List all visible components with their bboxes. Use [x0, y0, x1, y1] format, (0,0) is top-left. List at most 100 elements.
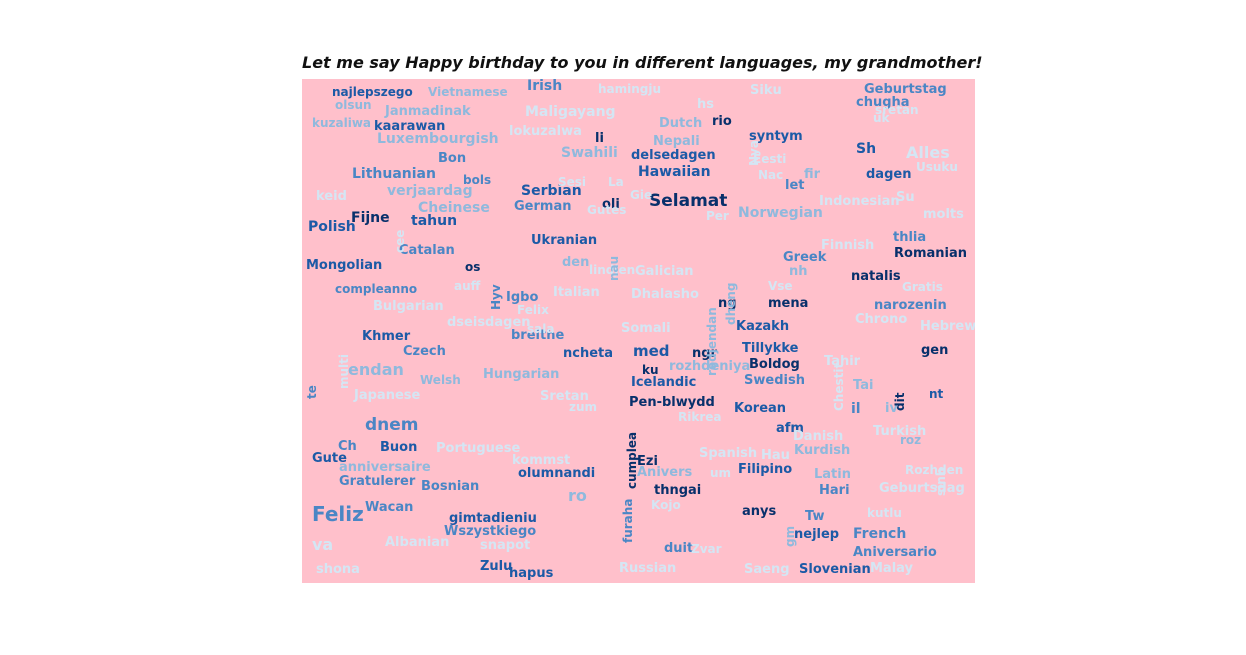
word-cloud-word: Janmadinak	[385, 104, 471, 119]
word-cloud-word: Sretan	[540, 389, 589, 404]
word-cloud-word: chugha	[856, 95, 910, 110]
word-cloud-word: zum	[569, 400, 598, 414]
word-cloud-word: Fijne	[351, 210, 390, 226]
word-cloud-word: najlepszego	[332, 85, 413, 99]
word-cloud-word: te	[305, 385, 319, 399]
word-cloud-word: thngai	[654, 483, 702, 498]
word-cloud-word: Bulgarian	[373, 299, 444, 314]
word-cloud-word: uk	[873, 111, 890, 125]
word-cloud-word: Serbian	[521, 183, 582, 199]
word-cloud-word: Igbo	[506, 290, 539, 305]
word-cloud-word: Irish	[527, 79, 563, 94]
word-cloud-word: Hau	[761, 448, 790, 463]
word-cloud-word: natalis	[851, 269, 901, 284]
word-cloud-word: nh	[789, 264, 808, 279]
word-cloud-word: Ukranian	[531, 233, 598, 248]
word-cloud-word: dheng	[724, 282, 738, 325]
word-cloud-word: Geburtstag	[864, 82, 947, 97]
word-cloud-word: hs	[697, 97, 714, 112]
word-cloud-word: Cheinese	[418, 200, 490, 216]
word-cloud-word: va	[312, 535, 334, 554]
word-cloud-word: iv	[885, 401, 898, 416]
word-cloud-word: delsedagen	[631, 148, 716, 163]
word-cloud-word: Malay	[870, 561, 914, 576]
word-cloud-word: roz	[900, 433, 922, 447]
word-cloud-word: um	[710, 466, 732, 480]
word-cloud-word: gen	[921, 343, 949, 358]
word-cloud-word: Chestit	[832, 362, 846, 411]
word-cloud-word: Hawaiian	[638, 164, 711, 180]
word-cloud-word: Sh	[856, 141, 877, 157]
word-cloud-word: Swahili	[561, 145, 618, 161]
word-cloud-word: Bon	[438, 151, 467, 166]
word-cloud-word: Tai	[853, 378, 874, 393]
word-cloud-word: Portuguese	[436, 441, 521, 456]
word-cloud-word: let	[785, 178, 805, 193]
word-cloud-word: il	[851, 401, 861, 417]
word-cloud-word: Alles	[906, 143, 950, 162]
word-cloud-word: Feliz	[312, 502, 364, 526]
word-cloud-word: German	[514, 199, 572, 214]
word-cloud-word: Pen-blwydd	[629, 395, 715, 410]
word-cloud-word: thlia	[893, 230, 927, 245]
word-cloud-word: gm	[783, 525, 797, 547]
word-cloud-word: Wszystkiego	[444, 524, 537, 539]
word-cloud-word: bols	[463, 173, 492, 187]
word-cloud-word: Felix	[517, 303, 549, 317]
word-cloud-word: rio	[712, 114, 732, 129]
word-cloud-word: afm	[776, 421, 804, 436]
word-cloud-word: fir	[804, 167, 821, 182]
word-cloud-word: lokuzalwa	[509, 124, 582, 139]
word-cloud-word: olsun	[335, 98, 372, 112]
word-cloud-word: dit	[893, 392, 907, 411]
word-cloud-word: Rozhden	[905, 463, 964, 477]
word-cloud-word: breithe	[511, 328, 565, 343]
word-cloud-word: Welsh	[420, 373, 461, 387]
word-cloud-word: Kurdish	[794, 443, 851, 458]
word-cloud-word: Saeng	[744, 562, 790, 577]
word-cloud-word: Indonesian	[819, 194, 900, 209]
word-cloud-word: La	[608, 175, 624, 189]
word-cloud-word: Catalan	[399, 243, 455, 258]
word-cloud-word: duit	[664, 541, 694, 556]
word-cloud-word: narozenin	[874, 298, 947, 313]
word-cloud-word: Tw	[805, 509, 825, 524]
word-cloud-word: Gutes	[587, 203, 627, 217]
word-cloud-word: ncheta	[563, 346, 614, 361]
word-cloud-word: endan	[348, 360, 404, 379]
word-cloud-word: Aniversario	[853, 545, 937, 560]
word-cloud-word: kommst	[512, 453, 571, 468]
word-cloud-word: Nepali	[653, 134, 700, 149]
word-cloud-word: Hyv	[489, 284, 503, 310]
word-cloud-word: Geburtsdag	[879, 481, 965, 496]
word-cloud-word: dagen	[866, 167, 912, 182]
word-cloud-word: Gratulerer	[339, 474, 416, 489]
word-cloud-word: snapot	[480, 538, 531, 553]
word-cloud-word: Zvar	[691, 542, 722, 556]
word-cloud-word: li	[595, 131, 604, 146]
word-cloud: najlepszego Vietnamese Irish hamingju Siku Ge…	[302, 79, 975, 583]
word-cloud-word: Turkish	[873, 424, 927, 439]
word-cloud-word: Japanese	[354, 388, 421, 403]
word-cloud-word: Mongolian	[306, 258, 383, 273]
word-cloud-word: Khmer	[362, 329, 411, 344]
word-cloud-word: Bosnian	[421, 479, 480, 494]
word-cloud-word: Luxembourgish	[377, 131, 499, 147]
word-cloud-word: rodjendan	[705, 307, 719, 376]
word-cloud-word: Tillykke	[742, 341, 799, 356]
word-cloud-word: Ch	[338, 439, 357, 454]
word-cloud-word: Filipino	[738, 462, 793, 477]
word-cloud-word: Maligayang	[525, 104, 616, 120]
word-cloud-word: hamingju	[598, 82, 662, 96]
word-cloud-word: rozhdeniya	[669, 359, 751, 374]
word-cloud-word: French	[853, 526, 907, 542]
word-cloud-word: Norwegian	[738, 205, 823, 221]
word-cloud-word: cumplea	[625, 431, 639, 489]
word-cloud-word: Zulu	[480, 559, 513, 574]
word-cloud-word: Somali	[621, 321, 671, 336]
word-cloud-word: Icelandic	[631, 375, 697, 390]
word-cloud-word: Gute	[312, 451, 347, 466]
word-cloud-word: Albanian	[385, 535, 450, 550]
word-cloud-word: anys	[742, 504, 777, 519]
word-cloud-word: mena	[768, 296, 809, 311]
